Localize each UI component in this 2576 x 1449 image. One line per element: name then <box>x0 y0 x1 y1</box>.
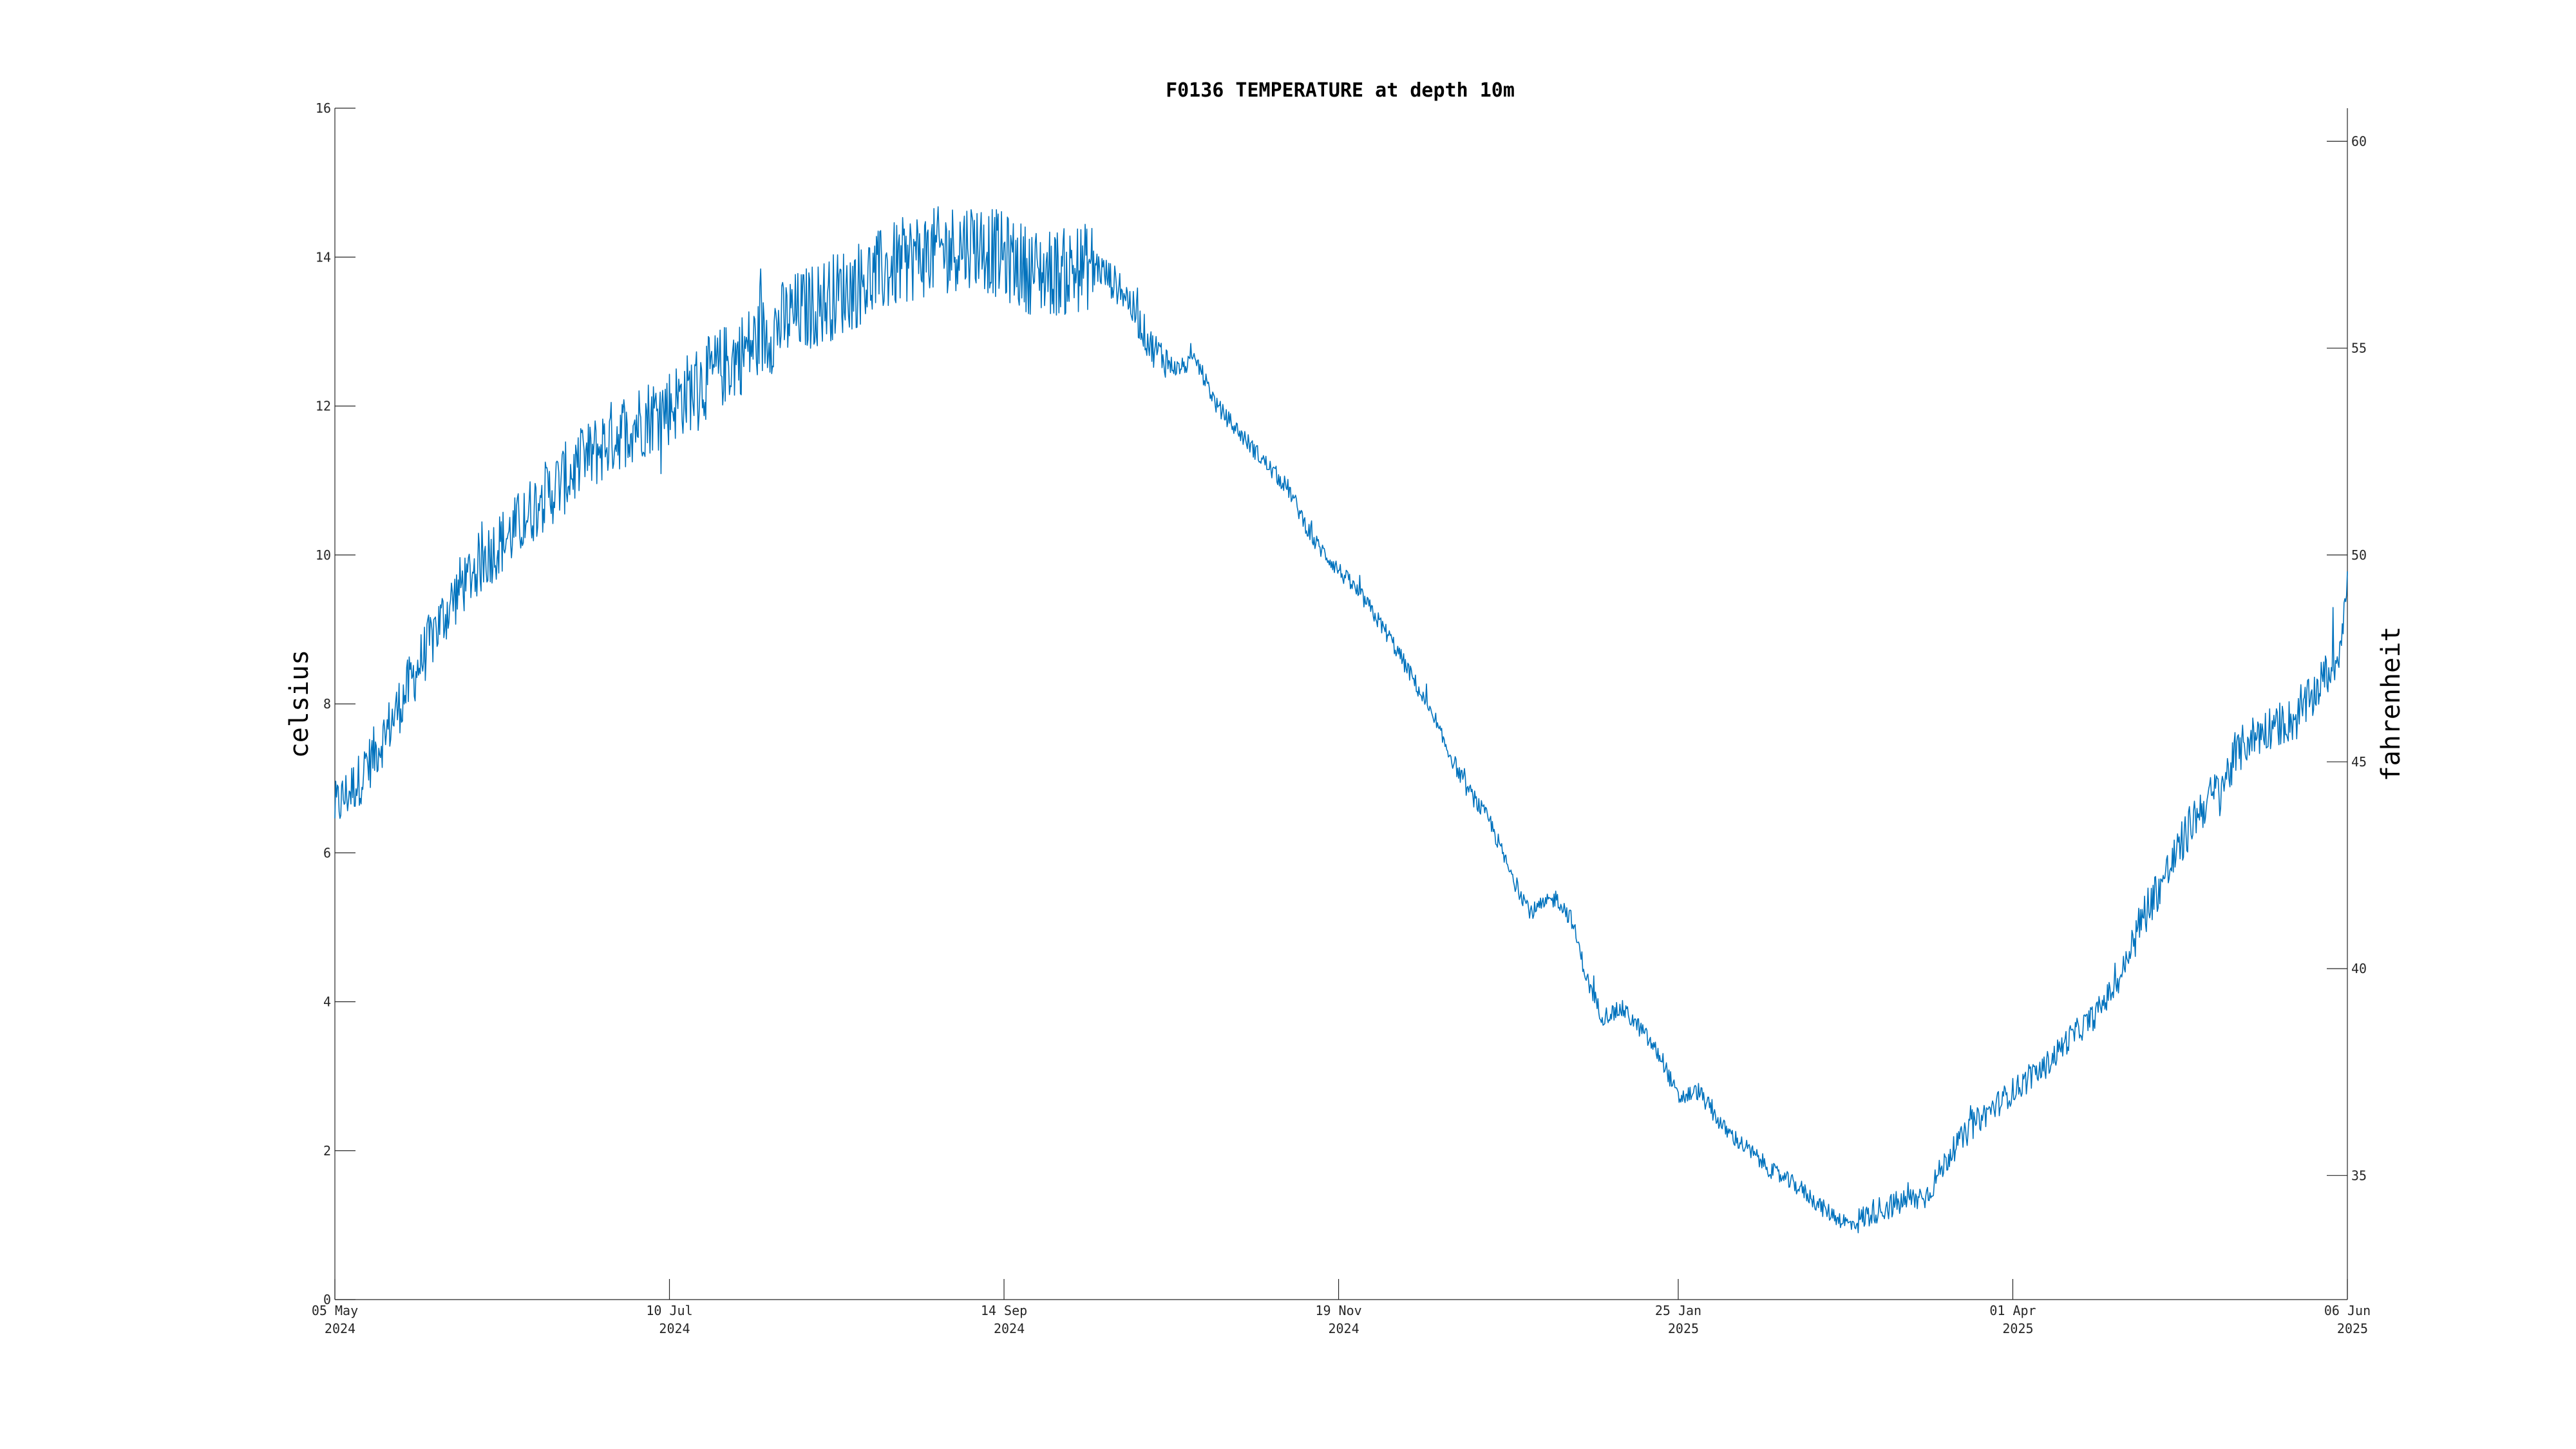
x-tick-label-year: 2024 <box>1328 1321 1359 1336</box>
x-tick-label-year: 2025 <box>1668 1321 1699 1336</box>
left-y-tick-label: 12 <box>316 399 331 414</box>
left-y-axis-label: celsius <box>285 650 314 759</box>
right-y-axis-ticks: 35 40 45 50 55 60 <box>2327 133 2367 1183</box>
left-y-tick-label: 8 <box>323 696 331 712</box>
plot-area <box>334 108 2348 1300</box>
right-y-tick-label: 60 <box>2351 133 2367 149</box>
left-y-tick-label: 6 <box>323 845 331 860</box>
left-y-axis-ticks: 0 2 4 6 8 10 12 14 16 <box>316 100 355 1307</box>
right-y-axis-label: fahrenheit <box>2376 627 2406 782</box>
x-tick-label-day: 01 Apr <box>1989 1303 2036 1318</box>
x-tick-label-year: 2025 <box>2002 1321 2033 1336</box>
x-tick-label-year: 2024 <box>325 1321 355 1336</box>
x-tick-label-day: 05 May <box>312 1303 358 1318</box>
x-tick-label-year: 2024 <box>994 1321 1025 1336</box>
left-y-tick-label: 0 <box>323 1292 331 1307</box>
right-y-tick-label: 45 <box>2351 754 2367 770</box>
x-tick-label-day: 10 Jul <box>646 1303 692 1318</box>
x-tick-label-day: 25 Jan <box>1655 1303 1701 1318</box>
x-tick-label-day: 19 Nov <box>1315 1303 1361 1318</box>
chart-title: F0136 TEMPERATURE at depth 10m <box>1166 79 1515 102</box>
x-tick-label-day: 06 Jun <box>2324 1303 2371 1318</box>
right-y-tick-label: 35 <box>2351 1168 2367 1183</box>
left-y-tick-label: 10 <box>316 547 331 563</box>
x-tick-label-year: 2024 <box>659 1321 690 1336</box>
left-y-tick-label: 14 <box>316 249 331 265</box>
series-group <box>334 206 2348 1234</box>
left-y-tick-label: 2 <box>323 1143 331 1159</box>
left-y-tick-label: 4 <box>323 994 331 1010</box>
right-y-tick-label: 50 <box>2351 547 2367 563</box>
left-y-tick-label: 16 <box>316 100 331 116</box>
temperature-series-line <box>334 206 2348 1234</box>
x-tick-label-day: 14 Sep <box>981 1303 1027 1318</box>
x-axis-ticks: 05 May 2024 10 Jul 2024 14 Sep 2024 19 Nov 2024… <box>312 1279 2371 1336</box>
right-y-tick-label: 55 <box>2351 341 2367 356</box>
right-y-tick-label: 40 <box>2351 961 2367 976</box>
x-tick-label-year: 2025 <box>2337 1321 2368 1336</box>
